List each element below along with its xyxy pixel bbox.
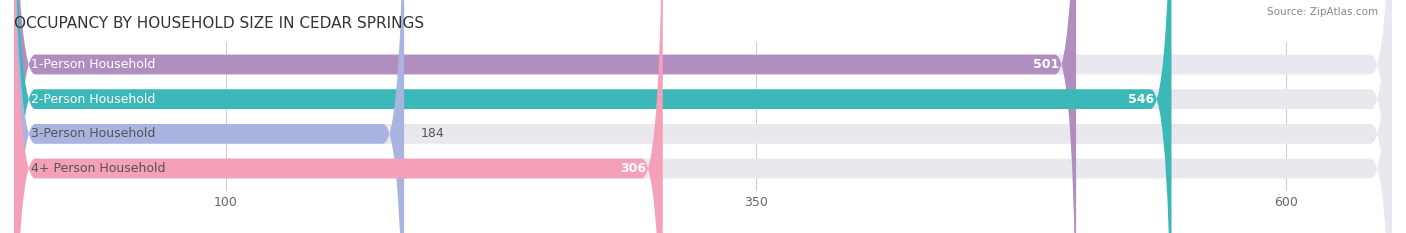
FancyBboxPatch shape <box>14 0 1392 233</box>
FancyBboxPatch shape <box>14 0 404 233</box>
FancyBboxPatch shape <box>14 0 1392 233</box>
Text: 1-Person Household: 1-Person Household <box>31 58 156 71</box>
Text: 2-Person Household: 2-Person Household <box>31 93 156 106</box>
Text: 546: 546 <box>1129 93 1154 106</box>
FancyBboxPatch shape <box>14 0 1076 233</box>
FancyBboxPatch shape <box>14 0 1171 233</box>
Text: 306: 306 <box>620 162 645 175</box>
Text: 501: 501 <box>1033 58 1059 71</box>
Text: 3-Person Household: 3-Person Household <box>31 127 156 140</box>
FancyBboxPatch shape <box>14 0 662 233</box>
Text: 184: 184 <box>420 127 444 140</box>
Text: Source: ZipAtlas.com: Source: ZipAtlas.com <box>1267 7 1378 17</box>
FancyBboxPatch shape <box>14 0 1392 233</box>
FancyBboxPatch shape <box>14 0 1392 233</box>
Text: 4+ Person Household: 4+ Person Household <box>31 162 166 175</box>
Text: OCCUPANCY BY HOUSEHOLD SIZE IN CEDAR SPRINGS: OCCUPANCY BY HOUSEHOLD SIZE IN CEDAR SPR… <box>14 16 425 31</box>
